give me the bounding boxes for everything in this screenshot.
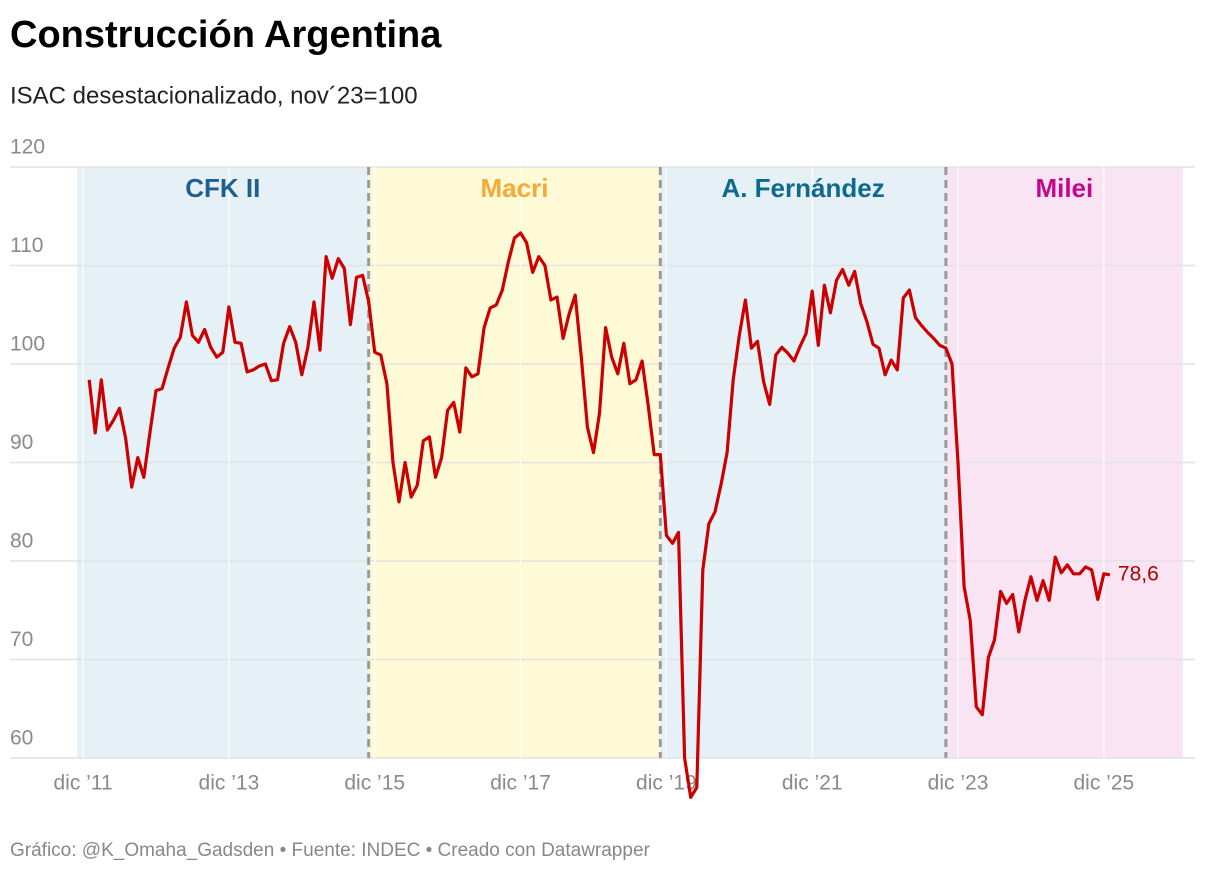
- period-label: A. Fernández: [721, 173, 884, 203]
- footer: Gráfico: @K_Omaha_Gadsden • Fuente: INDE…: [10, 840, 651, 861]
- end-label: 78,6: [1118, 562, 1159, 585]
- y-tick-label: 120: [10, 136, 45, 159]
- x-tick-label: dic ’17: [490, 772, 551, 795]
- x-tick-label: dic ’15: [344, 772, 405, 795]
- y-tick-label: 70: [10, 628, 33, 651]
- chart-title: Construcción Argentina: [10, 14, 442, 56]
- period-label: Macri: [481, 173, 549, 203]
- x-tick-label: dic ’11: [53, 772, 112, 795]
- y-tick-label: 90: [10, 431, 33, 454]
- y-tick-label: 60: [10, 727, 33, 750]
- x-tick-label: dic ’19: [636, 772, 697, 795]
- y-tick-label: 100: [10, 333, 45, 356]
- period-label: CFK II: [185, 173, 260, 203]
- x-tick-label: dic ’25: [1074, 772, 1135, 795]
- x-tick-label: dic ’21: [782, 772, 843, 795]
- period-label: Milei: [1035, 173, 1093, 203]
- chart-subtitle: ISAC desestacionalizado, nov´23=100: [10, 82, 418, 109]
- y-tick-label: 80: [10, 530, 33, 553]
- series-line: [87, 231, 1111, 799]
- y-tick-label: 110: [10, 234, 43, 257]
- x-tick-label: dic ’13: [199, 772, 260, 795]
- x-tick-label: dic ’23: [928, 772, 989, 795]
